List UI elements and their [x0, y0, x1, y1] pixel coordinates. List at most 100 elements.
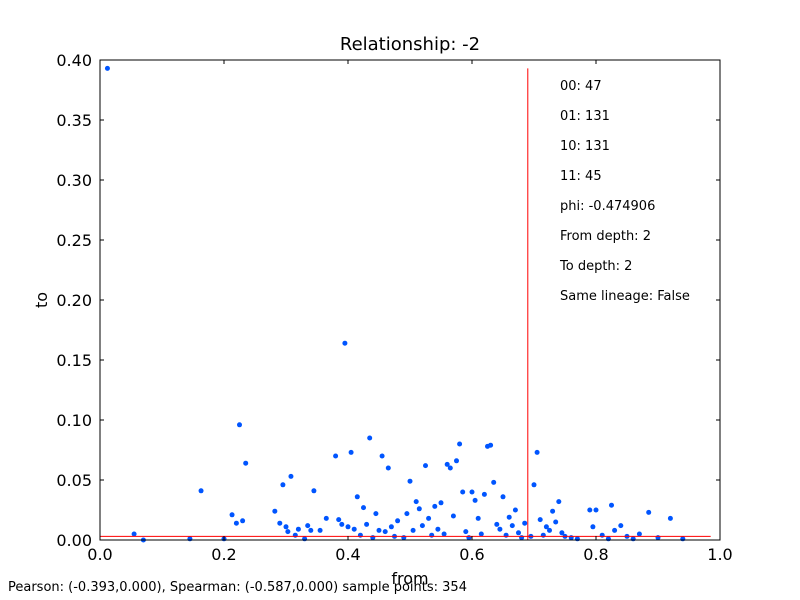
data-point — [426, 515, 432, 521]
data-point — [370, 535, 376, 541]
data-point — [404, 511, 410, 517]
x-tick-label: 0.0 — [87, 545, 112, 564]
x-tick-label: 1.0 — [707, 545, 732, 564]
data-point — [481, 491, 487, 497]
y-tick-label: 0.35 — [56, 111, 92, 130]
x-axis-label: from — [391, 569, 428, 588]
data-point — [367, 435, 373, 441]
data-point — [342, 340, 348, 346]
data-point — [379, 453, 385, 459]
data-point — [395, 518, 401, 524]
data-point — [537, 517, 543, 523]
data-point — [593, 507, 599, 513]
data-point — [292, 532, 298, 538]
data-point — [646, 509, 652, 515]
y-axis-label: to — [32, 292, 51, 308]
data-point — [454, 458, 459, 464]
data-point — [283, 524, 289, 530]
stats-footer: Pearson: (-0.393,0.000), Spearman: (-0.5… — [8, 580, 467, 595]
annotation-text: From depth: 2 — [560, 229, 651, 244]
y-tick-label: 0.05 — [56, 471, 92, 490]
data-point — [450, 513, 456, 519]
data-point — [605, 536, 611, 542]
data-point — [478, 531, 484, 537]
data-point — [351, 526, 357, 532]
data-point — [444, 461, 450, 467]
data-point — [104, 65, 110, 71]
data-point — [243, 460, 249, 466]
data-point — [229, 512, 235, 518]
data-point — [516, 530, 521, 536]
data-point — [491, 479, 497, 485]
data-point — [680, 536, 686, 542]
data-point — [339, 521, 345, 527]
data-point — [568, 535, 574, 541]
data-point — [460, 489, 466, 495]
data-point — [423, 463, 428, 469]
y-tick-label: 0.20 — [56, 291, 92, 310]
data-point — [488, 442, 494, 448]
data-point — [416, 506, 422, 512]
data-point — [587, 507, 593, 513]
data-point — [466, 535, 472, 541]
data-point — [376, 527, 382, 533]
data-point — [345, 524, 351, 530]
y-tick-label: 0.40 — [56, 51, 92, 70]
data-point — [419, 523, 425, 529]
data-point — [503, 532, 509, 538]
data-point — [547, 527, 552, 533]
data-point — [285, 529, 291, 535]
y-tick-label: 0.30 — [56, 171, 92, 190]
annotation-text: phi: -0.474906 — [560, 199, 655, 214]
data-point — [233, 520, 239, 526]
data-point — [435, 526, 441, 532]
chart-title: Relationship: -2 — [339, 34, 481, 55]
data-point — [373, 511, 379, 517]
y-axis-ticks: 0.00 0.05 0.10 0.15 0.20 0.25 0.30 0.35 0.40 — [56, 51, 720, 550]
data-point — [630, 536, 636, 542]
data-point — [550, 508, 556, 514]
annotation-text: 00: 47 — [560, 79, 602, 94]
data-point — [469, 489, 475, 495]
data-point — [590, 524, 596, 530]
data-point — [667, 515, 673, 521]
annotation-text: To depth: 2 — [559, 259, 632, 274]
data-point — [305, 523, 311, 529]
data-point — [655, 535, 661, 541]
data-point — [317, 527, 323, 533]
x-tick-label: 0.2 — [211, 545, 236, 564]
data-point — [500, 494, 506, 500]
data-point — [506, 514, 512, 520]
data-point — [407, 478, 413, 484]
data-point — [382, 529, 388, 535]
data-point — [308, 527, 314, 533]
data-point — [522, 520, 528, 526]
data-point — [553, 519, 559, 525]
data-point — [288, 473, 294, 479]
data-point — [187, 536, 193, 542]
data-point — [534, 449, 540, 455]
annotation-text: 10: 131 — [560, 139, 610, 154]
data-point — [237, 422, 242, 428]
annotation-text: 11: 45 — [560, 169, 602, 184]
threshold-lines — [100, 68, 711, 540]
data-point — [497, 526, 503, 532]
x-axis-ticks: 0.0 0.2 0.4 0.6 0.8 1.0 — [87, 60, 733, 564]
data-point — [302, 536, 308, 542]
data-point — [574, 536, 580, 542]
data-point — [413, 499, 419, 505]
data-point — [636, 531, 642, 537]
data-point — [323, 515, 329, 521]
data-point — [357, 532, 363, 538]
data-point — [531, 482, 537, 488]
data-point — [432, 503, 438, 509]
data-point — [540, 532, 546, 538]
data-point — [429, 532, 435, 538]
data-point — [618, 523, 624, 529]
data-point — [519, 535, 525, 541]
y-tick-label: 0.10 — [56, 411, 92, 430]
data-points — [104, 65, 686, 543]
data-point — [364, 521, 370, 527]
data-point — [612, 527, 618, 533]
